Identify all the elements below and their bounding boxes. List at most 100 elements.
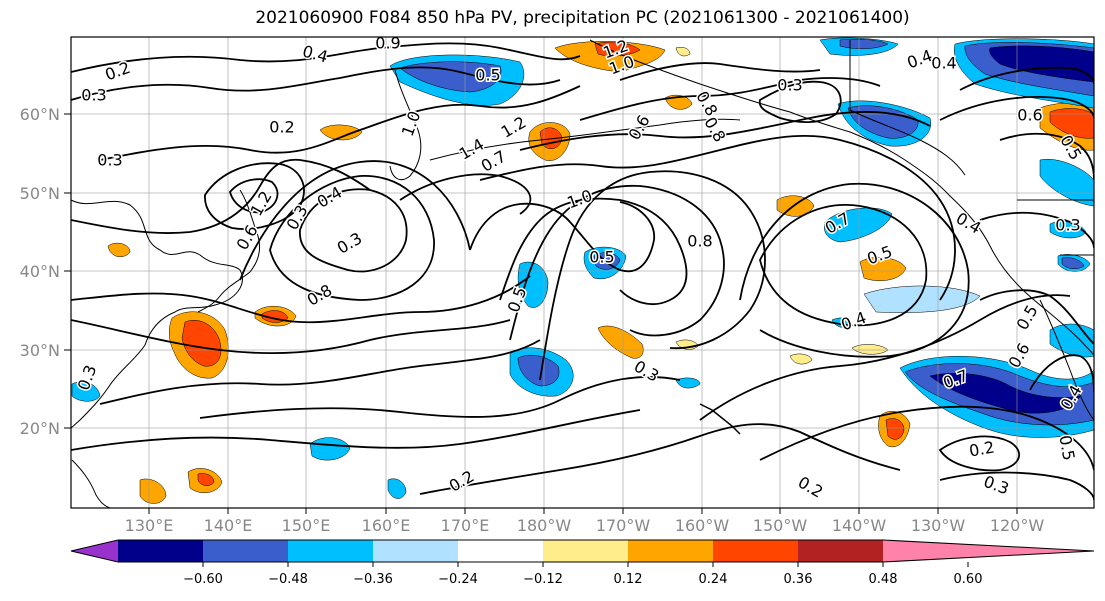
colorbar-swatch	[628, 540, 713, 562]
pv-contour	[419, 423, 901, 495]
lon-label: 150°W	[753, 516, 808, 535]
lon-label: 150°E	[282, 516, 331, 535]
contour-label: 0.4	[931, 54, 956, 73]
lon-label: 130°W	[911, 516, 966, 535]
pv-contour	[71, 42, 581, 73]
pv-contour	[759, 405, 1094, 471]
contour-label: 0.5	[589, 248, 614, 267]
pv-contours	[71, 42, 1094, 501]
pv-contour	[959, 66, 1094, 91]
lat-label: 50°N	[20, 184, 60, 203]
shade-red	[594, 41, 641, 57]
pv-contour	[939, 471, 1094, 501]
pv-contour	[229, 178, 279, 214]
shade-orange	[107, 242, 131, 258]
colorbar-tick-label: 0.36	[784, 572, 813, 587]
pv-contour	[759, 204, 928, 327]
colorbar-tick-label: −0.60	[183, 572, 223, 587]
contour-label: 0.3	[1055, 216, 1080, 235]
colorbar-tick-label: −0.24	[438, 572, 478, 587]
pv-contour	[71, 158, 371, 234]
precipitation-shading	[71, 37, 1094, 504]
pv-contour	[199, 376, 681, 419]
contour-label: 0.3	[81, 86, 106, 105]
lat-label: 60°N	[20, 105, 60, 124]
shade-orange	[859, 256, 907, 281]
pv-contour	[979, 289, 1094, 345]
lon-label: 160°E	[362, 516, 411, 535]
coast-asia	[71, 199, 243, 429]
shade-red	[885, 418, 905, 440]
colorbar-tick-label: −0.12	[523, 572, 563, 587]
shade-yellow	[675, 47, 691, 57]
colorbar-swatch	[288, 540, 373, 562]
lon-axis: 130°E 140°E 150°E 160°E 170°E 180°W 170°…	[125, 508, 1045, 535]
coast-mexico	[1039, 299, 1094, 421]
colorbar: −0.60 −0.48 −0.36 −0.24 −0.12 0.12 0.24 0.36 0.4…	[70, 539, 1095, 587]
colorbar-swatch	[798, 540, 883, 562]
shade-navy	[989, 45, 1094, 83]
lat-label: 40°N	[20, 262, 60, 281]
pv-contour	[71, 66, 561, 101]
pv-contour	[204, 162, 305, 230]
pv-contour	[579, 77, 881, 121]
shade-blue	[399, 61, 502, 93]
pv-contour	[479, 135, 956, 301]
colorbar-tick-label: −0.48	[268, 572, 308, 587]
colorbar-tick-label: 0.60	[954, 572, 983, 587]
shade-cyan	[71, 381, 101, 402]
coast-philippines	[71, 459, 111, 508]
lon-label: 130°E	[125, 516, 174, 535]
contour-label: 0.8	[687, 232, 712, 251]
lon-label: 140°E	[204, 516, 253, 535]
shade-blue	[517, 355, 560, 387]
shade-cyan	[387, 478, 407, 499]
lat-label: 20°N	[20, 419, 60, 438]
colorbar-extend-high	[883, 540, 1094, 562]
colorbar-tick-label: −0.36	[353, 572, 393, 587]
shade-red	[1049, 108, 1094, 139]
pv-contour	[739, 182, 970, 358]
shade-orange	[139, 478, 167, 504]
map-frame	[70, 36, 1095, 509]
pv-contour	[939, 96, 1094, 121]
shade-blue	[839, 38, 889, 49]
pv-contour	[1029, 354, 1094, 393]
pv-contour	[71, 409, 641, 451]
shade-blue	[1061, 257, 1085, 269]
colorbar-extend-low	[71, 540, 118, 562]
pv-contour	[469, 201, 655, 273]
colorbar-tick-label: 0.12	[614, 572, 643, 587]
pv-contour	[499, 197, 688, 305]
lon-label: 180°W	[517, 516, 572, 535]
lat-label: 30°N	[20, 341, 60, 360]
pv-contour	[239, 160, 471, 281]
coast-hawaii	[699, 403, 741, 435]
pv-contour	[71, 275, 531, 324]
lon-label: 120°W	[990, 516, 1045, 535]
pv-contour	[99, 339, 541, 405]
coast-alaska	[589, 39, 1094, 356]
colorbar-tick-label: 0.48	[869, 572, 898, 587]
pv-contour	[71, 319, 511, 355]
pv-contour	[758, 80, 842, 123]
coastlines	[71, 39, 1094, 508]
lon-label: 160°W	[675, 516, 730, 535]
contour-label: 0.2	[269, 118, 294, 137]
shade-red	[197, 473, 215, 486]
colorbar-swatch	[203, 540, 288, 562]
colorbar-swatch	[713, 540, 798, 562]
contour-label: 0.9	[375, 34, 400, 53]
contour-label: 0.3	[777, 76, 802, 95]
shade-yellow	[789, 353, 813, 365]
shade-red	[181, 320, 222, 367]
colorbar-swatch	[543, 540, 628, 562]
colorbar-swatch	[373, 540, 458, 562]
pv-contour	[619, 62, 821, 81]
colorbar-swatch	[458, 540, 543, 562]
shade-orange	[319, 124, 363, 141]
pv-contour	[979, 211, 1094, 249]
pv-contour	[699, 294, 1071, 421]
shade-cyan	[517, 261, 549, 308]
